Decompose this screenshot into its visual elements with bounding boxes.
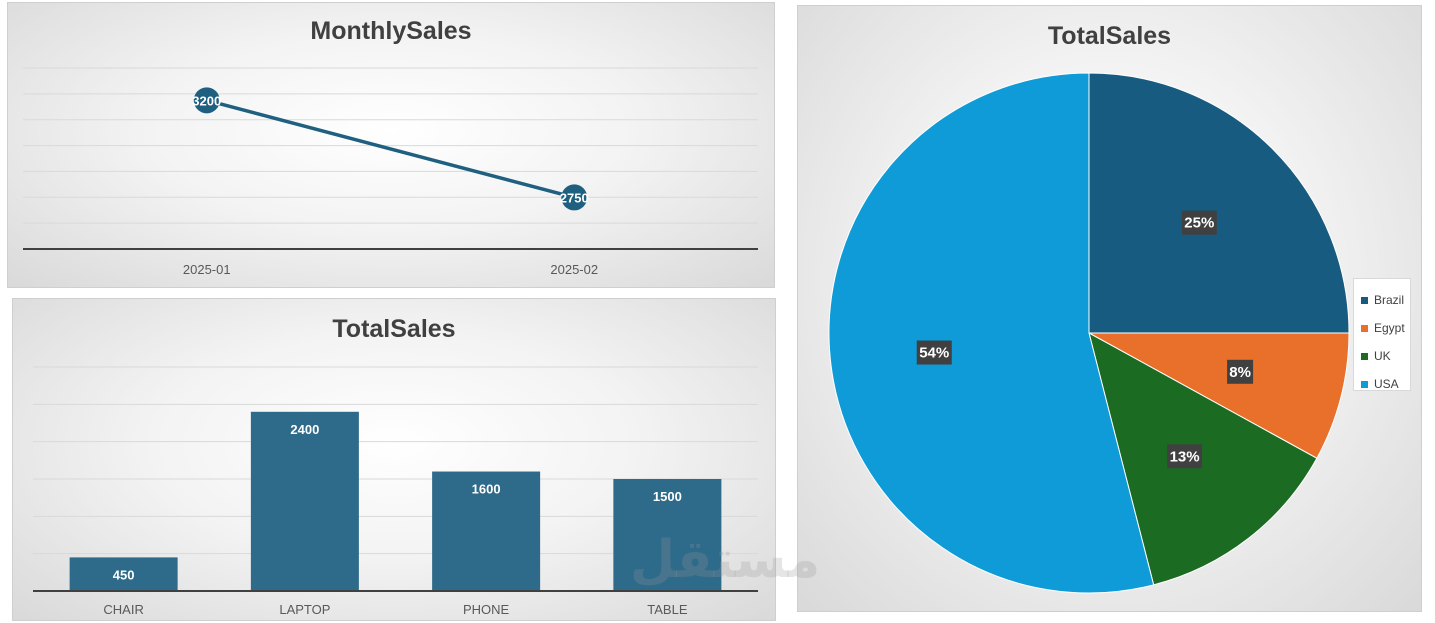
pie-slice-usa [828,72,1155,594]
legend-label: Egypt [1374,321,1405,335]
series-line [206,98,575,200]
legend-item-egypt: Egypt [1361,314,1410,342]
bar-plot: 450 CHAIR 2400 LAPTOP 1600 PHONE 1500 TABLE [33,366,758,617]
legend-label: UK [1374,349,1391,363]
legend-label: USA [1374,377,1399,391]
line-plot: 3200 2025-01 2750 2025-02 [23,67,758,277]
data-label: 3200 [192,93,221,108]
legend-item-uk: UK [1361,342,1410,370]
x-tick-label: 2025-01 [183,262,231,277]
chart-title: MonthlySales [310,17,472,45]
chart-title: TotalSales [332,315,456,343]
x-tick-label: 2025-02 [550,262,598,277]
legend-swatch [1361,352,1368,360]
data-label: 1600 [472,482,501,497]
x-tick-label: TABLE [647,602,688,617]
bar [69,557,178,591]
data-label: 25% [1184,215,1214,232]
data-point [193,87,220,114]
x-tick-label: CHAIR [103,602,143,617]
legend-swatch [1361,324,1368,332]
bar [613,479,722,591]
data-label: 2750 [560,190,589,205]
bar [432,471,541,591]
monthly-sales-chart: MonthlySales 3200 2025-01 2750 2025-02 [7,2,775,288]
data-label-box [1227,359,1254,384]
data-label: 8% [1229,364,1251,381]
total-sales-bar-chart: TotalSales 450 CHAIR 2400 LAPTOP 1600 PHONE 15… [12,298,776,621]
legend-swatch [1361,380,1368,388]
legend-label: Brazil [1374,293,1405,307]
data-label-box [1167,444,1203,469]
data-label: 1500 [653,489,682,504]
data-label: 2400 [290,422,319,437]
pie-slice-uk [1088,332,1318,586]
chart-title: TotalSales [1047,22,1172,50]
data-point [561,184,588,211]
legend: Brazil Egypt UK USA [1353,278,1411,391]
data-label: 54% [919,345,949,362]
legend-item-usa: USA [1361,370,1410,398]
watermark-logo: مستقل [630,530,821,590]
x-tick-label: PHONE [463,602,510,617]
legend-swatch [1361,296,1368,304]
total-sales-pie-chart: TotalSales 25% 8% 13% 54% Brazil Egypt UK U… [797,5,1422,612]
bar [250,411,359,591]
pie-plot: 25% 8% 13% 54% [828,72,1350,594]
pie-slice-egypt [1088,332,1350,459]
data-label-box [916,340,952,365]
data-label-box [1181,210,1217,235]
data-label: 450 [113,567,135,582]
pie-slice-brazil [1088,72,1350,334]
x-tick-label: LAPTOP [279,602,330,617]
legend-item-brazil: Brazil [1361,286,1410,314]
data-label: 13% [1170,448,1200,465]
